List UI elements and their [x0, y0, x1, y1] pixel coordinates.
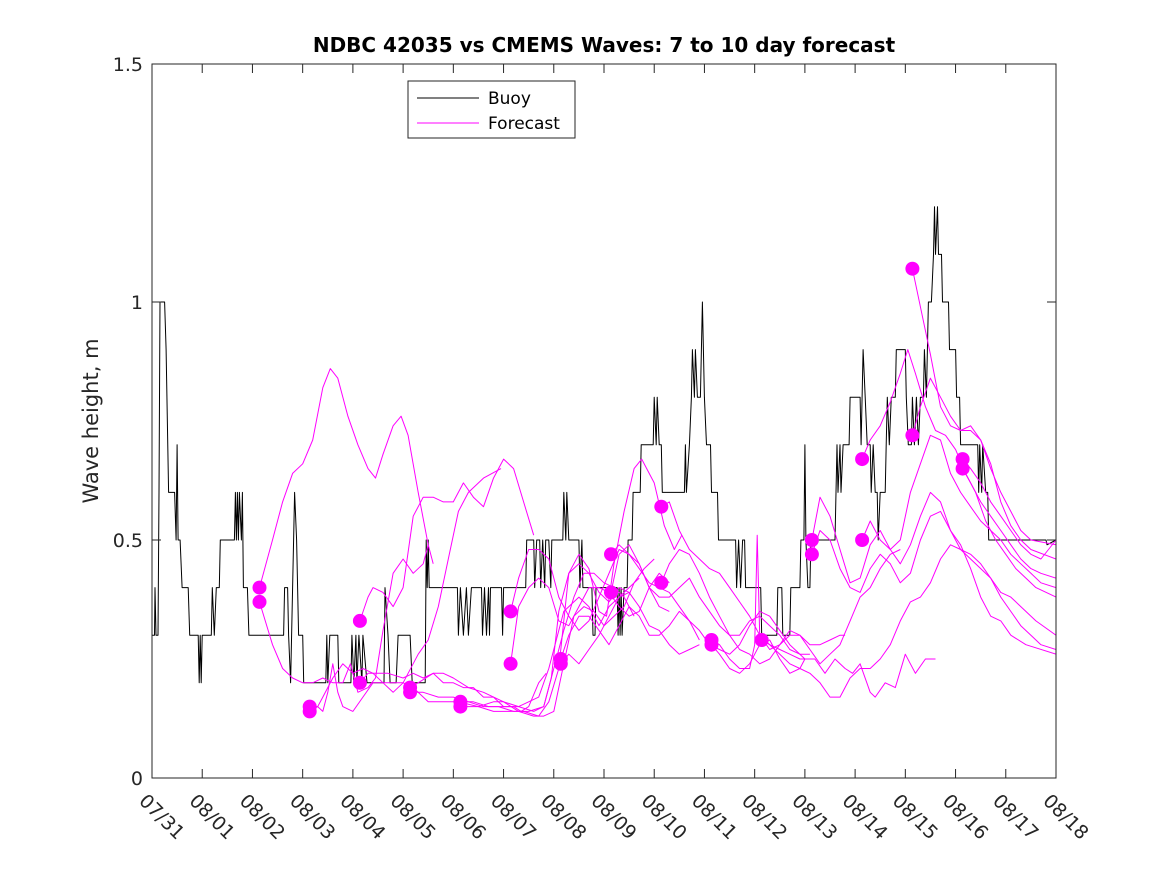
forecast-start-marker — [503, 656, 518, 671]
legend-label-buoy: Buoy — [488, 89, 531, 109]
forecast-start-marker — [352, 675, 367, 690]
forecast-series-line — [962, 468, 1056, 579]
forecast-start-marker — [252, 594, 267, 609]
forecast-start-marker — [302, 704, 317, 719]
y-tick-label: 1 — [131, 292, 143, 314]
forecast-start-marker — [855, 533, 870, 547]
forecast-start-marker — [754, 633, 769, 647]
forecast-start-marker — [905, 428, 920, 443]
forecast-series-line — [661, 501, 805, 660]
forecast-start-marker — [604, 585, 618, 600]
forecast-start-marker — [804, 533, 819, 547]
legend-box — [407, 80, 576, 139]
forecast-series-line — [811, 491, 1056, 655]
y-axis: 0 0.5 1 1.5 — [113, 54, 1056, 790]
forecast-start-marker — [955, 461, 970, 476]
forecast-series-line — [761, 639, 936, 698]
forecast-series-line — [309, 468, 502, 708]
forecast-series-line — [359, 672, 547, 712]
forecast-start-marker — [503, 604, 518, 619]
forecast-start-marker — [352, 613, 367, 628]
forecast-series-line — [610, 544, 810, 655]
forecast-series-line — [861, 349, 1056, 598]
forecast-start-marker — [905, 261, 920, 276]
y-tick-label: 1.5 — [113, 54, 143, 76]
y-tick-label: 0 — [131, 768, 143, 790]
y-tick-label: 0.5 — [113, 530, 143, 552]
forecast-series-line — [460, 458, 683, 717]
forecast-series-line — [460, 563, 630, 712]
forecast-series-line — [861, 434, 1056, 589]
forecast-start-marker — [252, 580, 267, 595]
forecast-start-marker — [403, 685, 418, 700]
forecast-start-marker — [553, 656, 568, 671]
forecast-series-line — [359, 458, 535, 622]
forecast-series-line — [560, 591, 700, 665]
forecast-series-line — [560, 606, 700, 660]
forecast-start-marker — [654, 499, 669, 514]
forecast-start-marker — [604, 547, 618, 562]
forecast-series-line — [510, 572, 670, 664]
forecast-series-line — [911, 377, 1056, 546]
forecast-series-line — [660, 549, 846, 665]
forecast-start-marker — [855, 452, 870, 467]
series-layer — [152, 206, 1056, 717]
forecast-series-line — [409, 558, 655, 717]
legend-label-forecast: Forecast — [488, 114, 560, 134]
forecast-series-line — [259, 368, 434, 588]
forecast-start-marker — [654, 575, 669, 590]
forecast-series-line — [911, 268, 1056, 560]
y-axis-label: Wave height, m — [79, 338, 103, 503]
legend: Buoy Forecast — [407, 80, 576, 139]
forecast-start-marker — [704, 637, 719, 652]
chart-title: NDBC 42035 vs CMEMS Waves: 7 to 10 day f… — [313, 33, 896, 57]
forecast-series-line — [259, 544, 429, 693]
marker-layer — [252, 261, 970, 719]
forecast-start-marker — [804, 547, 819, 562]
forecast-start-marker — [453, 699, 468, 714]
forecast-series-line — [811, 510, 1056, 636]
forecast-series-line — [962, 458, 1056, 560]
